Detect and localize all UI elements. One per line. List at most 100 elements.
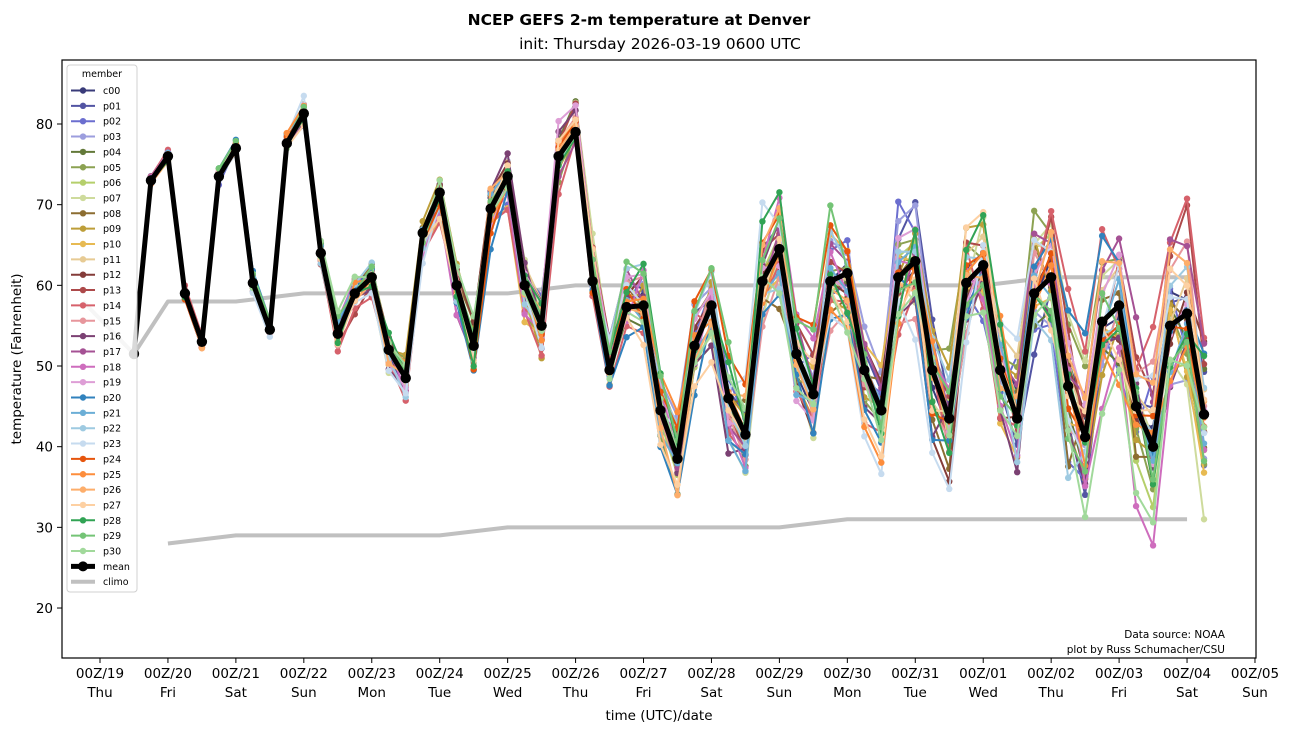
legend-label: p02: [103, 117, 121, 128]
legend-swatch-marker: [79, 317, 87, 324]
member-point-p18: [1081, 483, 1089, 490]
member-point-p20: [1064, 307, 1072, 314]
mean-point: [1045, 272, 1057, 283]
member-point-p11: [1013, 352, 1021, 360]
member-point-p23: [759, 199, 766, 206]
mean-point: [791, 348, 802, 360]
legend-item-p14: p14: [71, 301, 121, 312]
member-point-p28: [997, 321, 1004, 328]
mean-point: [655, 405, 666, 416]
member-point-p28: [912, 226, 919, 234]
member-point-p27: [1166, 265, 1174, 272]
member-point-p29: [657, 372, 664, 380]
member-point-p29: [232, 137, 240, 145]
legend-swatch-marker: [79, 532, 87, 539]
legend-item-p18: p18: [71, 362, 121, 373]
x-tick-weekday: Wed: [493, 685, 522, 701]
legend-item-p09: p09: [71, 224, 121, 235]
mean-point: [808, 389, 819, 400]
legend-swatch-marker: [79, 148, 87, 156]
member-point-p18: [521, 311, 528, 318]
legend-label: p12: [103, 270, 121, 281]
member-point-p21: [742, 467, 749, 475]
mean-point: [1062, 380, 1074, 392]
legend-label: p09: [103, 224, 121, 235]
member-point-p27: [708, 359, 715, 366]
mean-point: [332, 328, 343, 339]
mean-point: [366, 272, 377, 283]
x-tick-weekday: Tue: [427, 685, 451, 701]
x-tick-weekday: Tue: [903, 685, 927, 701]
mean-point: [740, 429, 751, 440]
member-point-p17: [1166, 236, 1174, 243]
legend-swatch-marker: [78, 561, 88, 572]
member-point-p14: [1064, 285, 1072, 293]
legend-label: p17: [103, 347, 121, 358]
member-point-p30: [351, 273, 358, 280]
legend-label: p06: [103, 178, 121, 189]
legend-item-p22: p22: [71, 424, 121, 435]
mean-point: [774, 243, 785, 255]
legend-label: mean: [103, 562, 130, 573]
x-tick-label: 00Z/19: [76, 666, 124, 682]
x-tick-label: 00Z/21: [212, 666, 260, 682]
member-point-p30: [1149, 519, 1157, 526]
x-tick-label: 00Z/24: [416, 666, 464, 682]
legend-item-p02: p02: [71, 117, 121, 128]
legend-swatch-marker: [79, 378, 87, 386]
legend-swatch-marker: [79, 133, 87, 140]
legend-label: c00: [103, 86, 120, 97]
member-point-p14: [1047, 207, 1055, 215]
legend-swatch-marker: [79, 517, 87, 524]
member-point-p29: [1149, 476, 1157, 483]
x-tick-label: 00Z/22: [280, 666, 328, 682]
member-point-p25: [980, 249, 987, 257]
member-point-p29: [759, 256, 766, 264]
member-point-p30: [776, 290, 783, 297]
legend-label: p15: [103, 316, 121, 327]
member-point-p28: [640, 260, 647, 268]
legend-label: p10: [103, 240, 121, 251]
legend-item-p29: p29: [71, 531, 121, 542]
member-point-p18: [453, 311, 460, 318]
legend-swatch-marker: [79, 348, 87, 355]
member-point-p27: [725, 407, 732, 414]
mean-point: [723, 393, 734, 404]
x-tick-weekday: Sat: [1176, 685, 1198, 701]
member-point-p23: [946, 485, 953, 493]
data-source-note: Data source: NOAA: [1124, 629, 1226, 641]
legend-box: [66, 64, 138, 593]
member-point-p29: [827, 202, 834, 209]
member-point-p09: [1098, 371, 1106, 379]
member-point-p27: [1115, 356, 1123, 364]
legend-item-p21: p21: [71, 408, 121, 419]
legend-label: p27: [103, 500, 121, 511]
member-line-p18: [132, 111, 1206, 547]
member-point-p25: [283, 129, 291, 137]
member-point-p29: [623, 258, 630, 265]
member-point-p30: [334, 308, 341, 315]
legend-label: p07: [103, 193, 121, 204]
member-point-p23: [1166, 293, 1174, 301]
member-point-p10: [521, 318, 528, 326]
member-point-p18: [1115, 344, 1123, 351]
mean-point: [638, 300, 649, 311]
member-point-p14: [1081, 348, 1089, 355]
legend-swatch-marker: [79, 286, 87, 294]
legend-item-p15: p15: [71, 316, 121, 327]
legend-swatch-marker: [79, 471, 87, 478]
climo-low-line: [167, 517, 1188, 546]
y-tick-label: 80: [36, 117, 53, 133]
member-point-p29: [640, 270, 647, 277]
member-point-p26: [844, 297, 851, 304]
mean-point: [383, 344, 394, 356]
member-point-p28: [946, 449, 953, 457]
member-point-p17: [1183, 242, 1191, 250]
member-point-p03: [861, 323, 868, 330]
member-point-p26: [810, 406, 817, 413]
member-point-p30: [878, 436, 885, 444]
x-tick-label: 00Z/01: [959, 666, 1007, 682]
member-point-p20: [1030, 263, 1038, 270]
member-point-p14: [1183, 195, 1191, 202]
legend-item-p17: p17: [71, 347, 121, 358]
